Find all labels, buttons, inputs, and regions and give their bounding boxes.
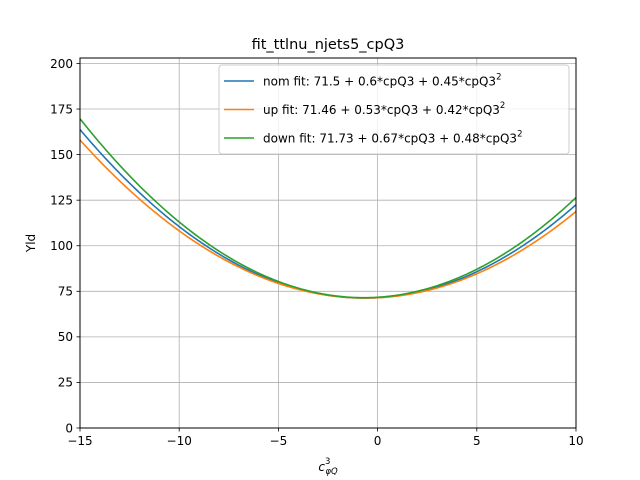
x-axis-label-sup: 3 [325,457,330,467]
legend-label-1: up fit: 71.46 + 0.53*cpQ3 + 0.42*cpQ32 [263,101,505,117]
x-tick-label: −15 [67,434,92,448]
y-tick-label: 200 [50,57,73,71]
legend-label-text: down fit: 71.73 + 0.67*cpQ3 + 0.48*cpQ3 [263,132,517,146]
series-line-2 [79,118,577,299]
y-tick-label: 175 [50,102,73,116]
legend: nom fit: 71.5 + 0.6*cpQ3 + 0.45*cpQ32up … [218,64,570,155]
x-tick-label: −5 [270,434,288,448]
y-tick-label: 100 [50,239,73,253]
x-axis-label-base: c [318,460,325,474]
x-tick-label: 5 [473,434,481,448]
y-tick-label: 75 [58,285,73,299]
x-tick-label: 10 [568,434,583,448]
legend-label-text: nom fit: 71.5 + 0.6*cpQ3 + 0.45*cpQ3 [263,75,496,89]
y-tick-label: 0 [65,421,73,435]
y-axis-label: Yld [24,234,38,253]
legend-box [218,64,570,155]
x-tick-label: −10 [167,434,192,448]
legend-label-0: nom fit: 71.5 + 0.6*cpQ3 + 0.45*cpQ32 [263,73,501,89]
plot-frame [79,57,577,429]
y-tick-label: 25 [58,376,73,390]
x-axis-label-sub: φQ [325,467,338,477]
x-tick-label: 0 [374,434,382,448]
legend-label-exponent: 2 [517,130,522,140]
legend-label-text: up fit: 71.46 + 0.53*cpQ3 + 0.42*cpQ3 [263,103,500,117]
y-axis-ticks: 0 25 50 75 100 125 150 175 200 [50,57,80,435]
legend-label-exponent: 2 [500,101,505,111]
x-axis-ticks: −15 −10 −5 0 5 10 [67,428,584,448]
y-tick-label: 150 [50,148,73,162]
plot-curves [79,118,577,299]
y-tick-label: 125 [50,193,73,207]
x-axis-label: c3 φQ [318,457,338,477]
chart-title: fit_ttlnu_njets5_cpQ3 [252,37,405,53]
y-tick-label: 50 [58,330,73,344]
legend-label-2: down fit: 71.73 + 0.67*cpQ3 + 0.48*cpQ32 [263,130,522,146]
legend-label-exponent: 2 [496,73,501,83]
